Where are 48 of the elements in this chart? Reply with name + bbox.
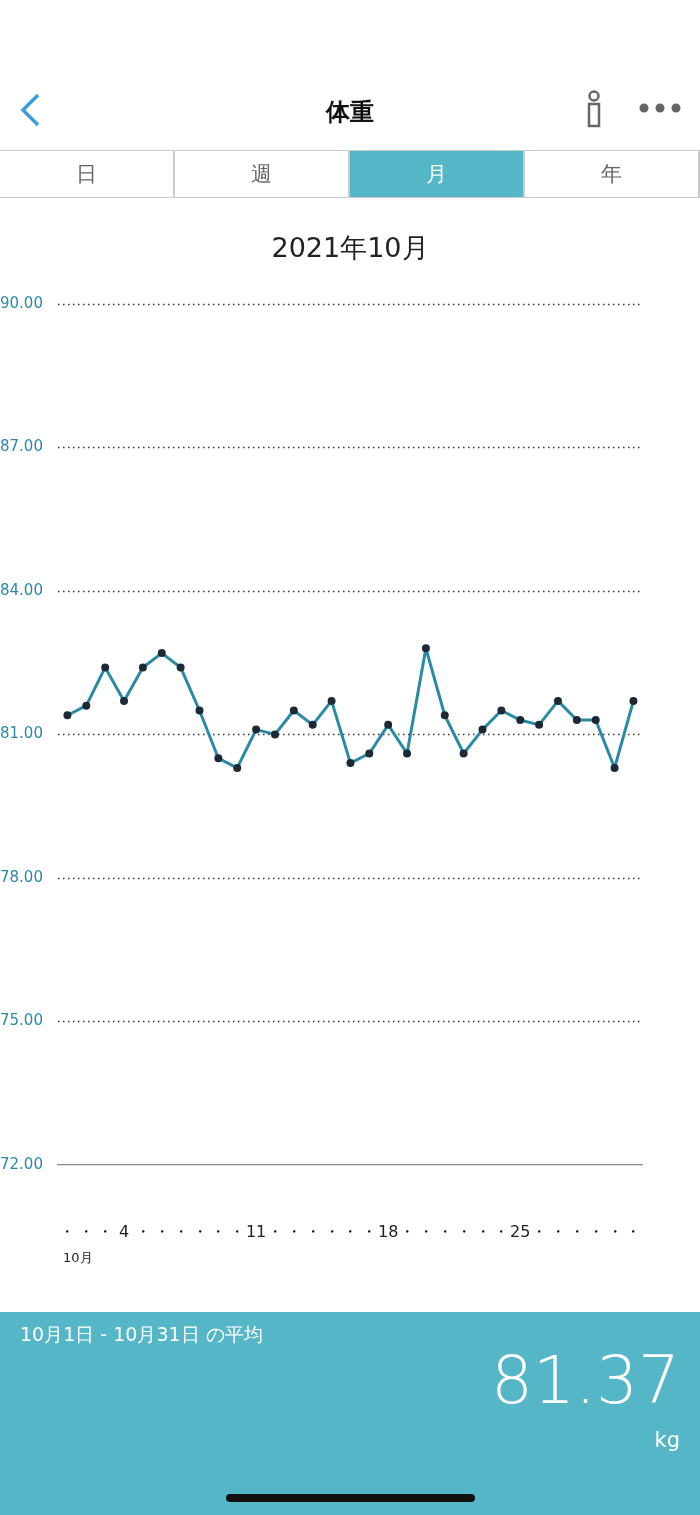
x-tick-label: ・ [361,1221,378,1241]
x-tick-label: ・ [323,1221,340,1241]
x-tick-label: ・ [568,1221,585,1241]
x-tick-label: ・ [399,1221,416,1241]
x-tick-label: ・ [417,1221,434,1241]
x-tick-label: ・ [493,1221,510,1241]
chart-subtitle: 2021年10月 [270,231,430,265]
x-tick-label: ・ [606,1221,623,1241]
x-tick-label: ・ [455,1221,472,1241]
x-tick-label: ・ [172,1221,189,1241]
y-tick-label: 84.00 [0,580,43,599]
text: 週 [175,151,350,197]
x-tick-label: 4 [118,1221,130,1241]
text: 10月1日 - 10月31日 の平均 [20,1322,263,1347]
x-tick-label: ・ [531,1221,548,1241]
x-tick-label: ・ [266,1221,283,1241]
y-tick-label: 72.00 [0,1154,43,1173]
x-tick-label: ・ [229,1221,246,1241]
text: 81.37 [491,1342,680,1419]
x-tick-label: ・ [436,1221,453,1241]
x-tick-label: ・ [153,1221,170,1241]
text: 年 [525,151,700,197]
x-tick-label: 11 [245,1221,267,1241]
x-tick-label: ・ [97,1221,114,1241]
x-tick-label: ・ [210,1221,227,1241]
text: 10月 [63,1249,93,1267]
x-tick-label: 18 [377,1221,399,1241]
x-tick-label: ・ [134,1221,151,1241]
x-tick-label: ・ [474,1221,491,1241]
x-tick-label: ・ [625,1221,642,1241]
x-tick-label: ・ [304,1221,321,1241]
x-tick-label: ・ [191,1221,208,1241]
x-tick-label: 25 [510,1221,531,1241]
x-tick-label: ・ [549,1221,566,1241]
text: 月 [350,151,525,197]
chart-title: 体重 [324,97,375,128]
x-tick-label: ・ [59,1221,76,1241]
y-tick-label: 78.00 [0,867,43,886]
x-tick-label: ・ [285,1221,302,1241]
text: kg [654,1428,680,1452]
y-tick-label: 81.00 [0,724,43,743]
text: 日 [0,151,175,197]
y-tick-label: 75.00 [0,1011,43,1030]
y-tick-label: 87.00 [0,437,43,456]
x-tick-label: ・ [78,1221,95,1241]
y-tick-label: 90.00 [0,293,43,312]
x-tick-label: ・ [587,1221,604,1241]
x-tick-label: ・ [342,1221,359,1241]
